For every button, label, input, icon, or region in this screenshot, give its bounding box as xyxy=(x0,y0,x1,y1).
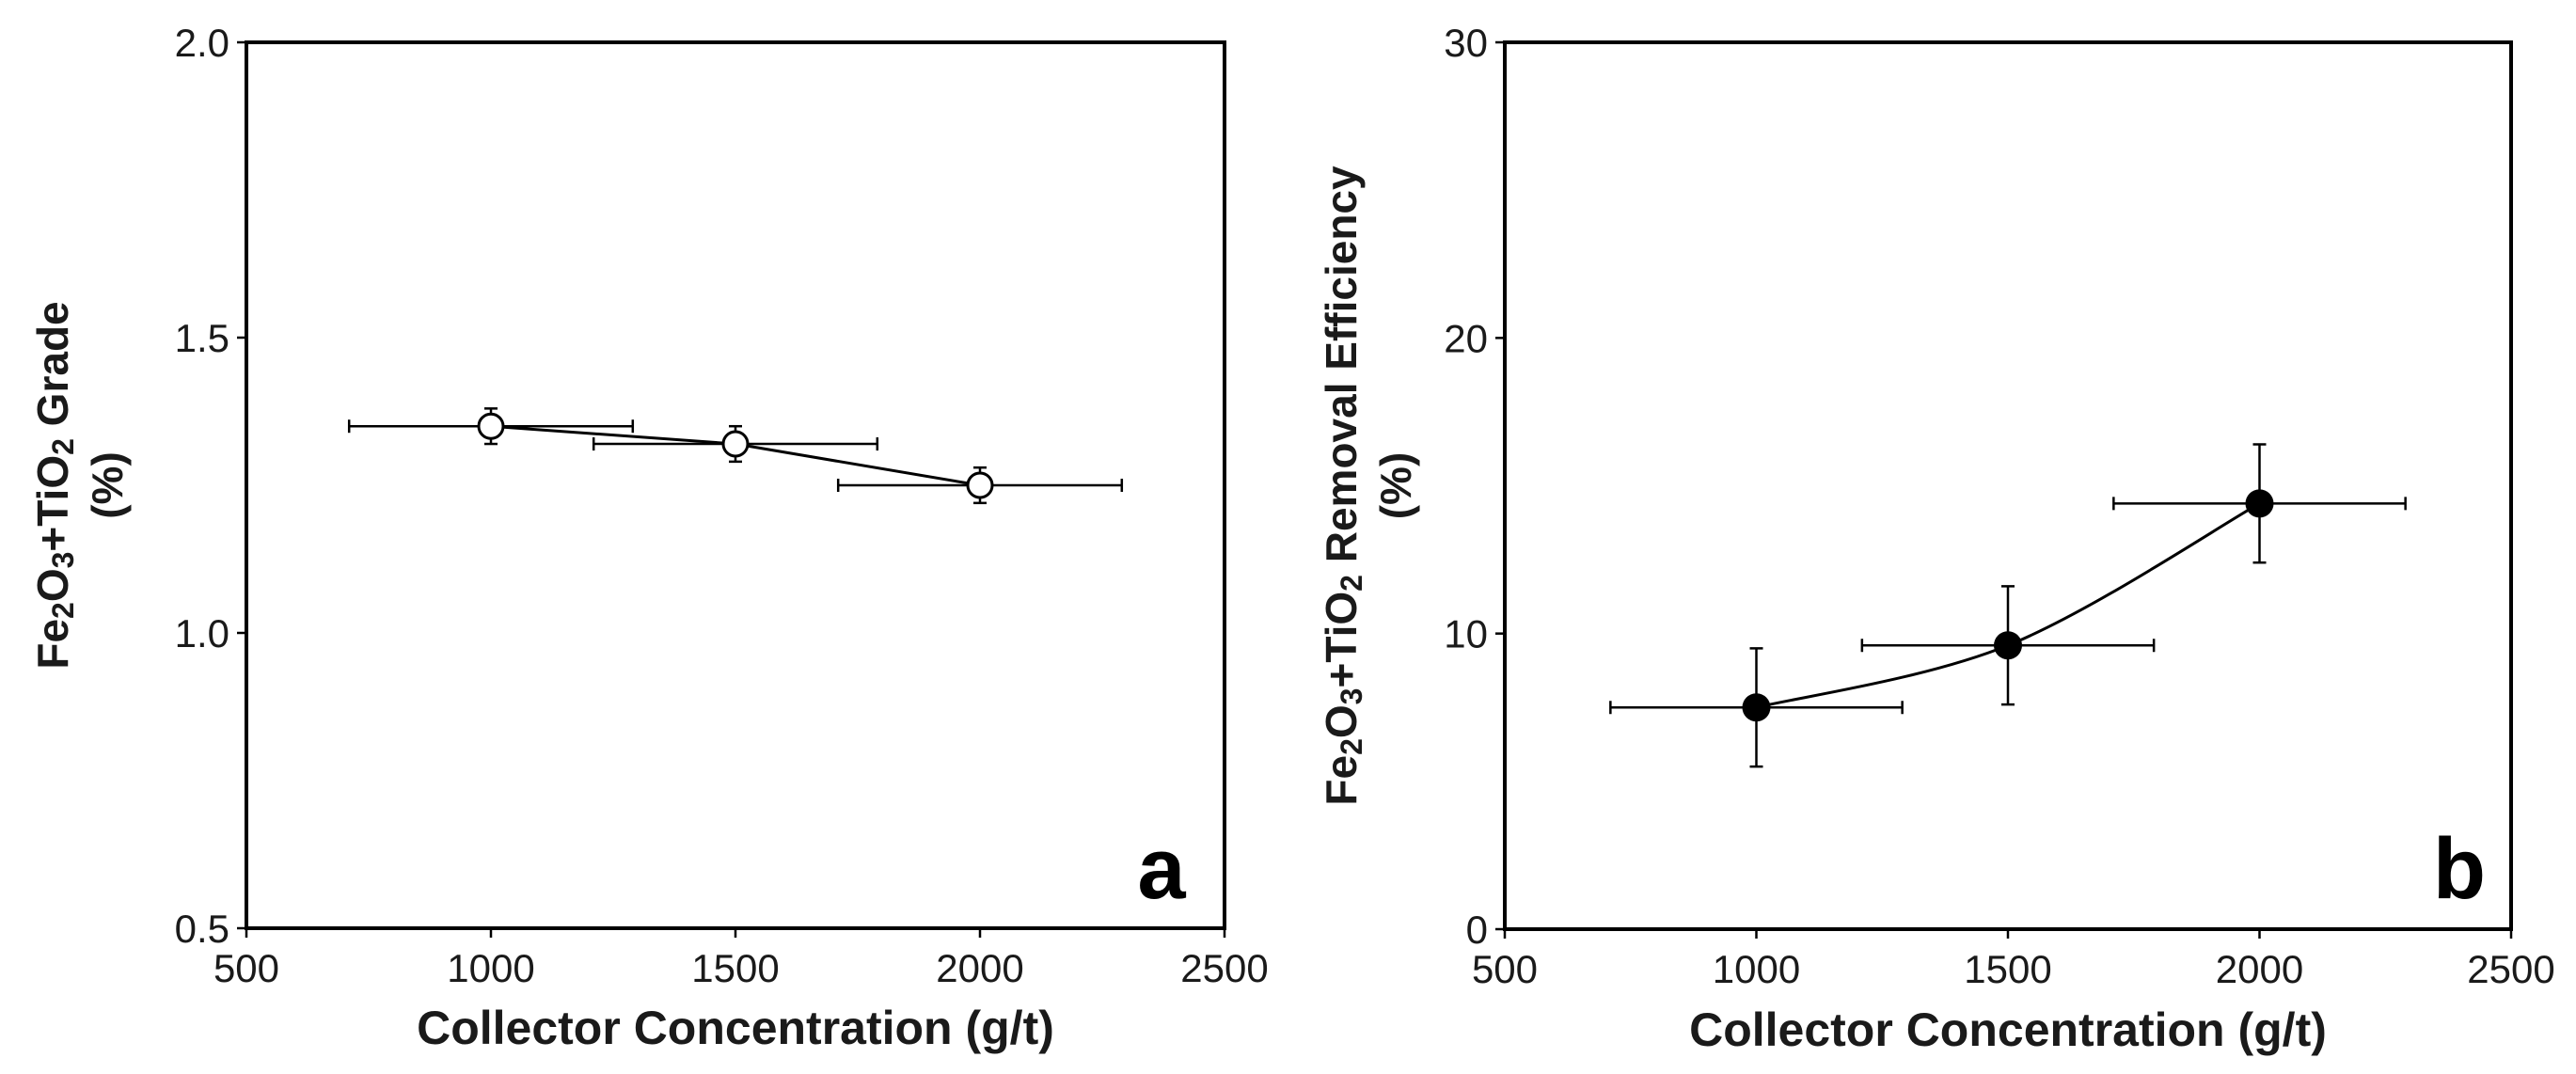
y-tick-label: 0 xyxy=(1466,908,1488,952)
x-tick-label: 2500 xyxy=(1180,946,1268,990)
y-tick-label: 10 xyxy=(1444,612,1488,656)
data-point xyxy=(1742,693,1771,722)
x-tick-label: 2000 xyxy=(2216,947,2303,991)
chart-b-error-bars xyxy=(1609,443,2407,768)
chart-b-panel-letter: b xyxy=(2433,821,2486,917)
data-point xyxy=(477,412,505,440)
data-point xyxy=(2245,489,2274,518)
chart-a-points xyxy=(477,412,994,499)
y-tick-label: 1.0 xyxy=(175,611,229,655)
chart-a-ticks: 500 1000 1500 2000 2500 0.5 1.0 1.5 2.0 xyxy=(175,21,1269,990)
chart-a-x-axis-title: Collector Concentration (g/t) xyxy=(417,1002,1054,1054)
x-tick-label: 1000 xyxy=(1713,947,1800,991)
chart-a-panel-letter: a xyxy=(1137,821,1186,917)
chart-a-y-axis-title-line1: Fe2O3+TiO2 Grade xyxy=(28,301,80,669)
chart-b-y-axis-title-line2: (%) xyxy=(1371,452,1420,520)
y-tick-label: 1.5 xyxy=(175,316,229,360)
x-tick-label: 500 xyxy=(1472,947,1538,991)
chart-b-y-axis-title-line1: Fe2O3+TiO2 Removal Efficiency xyxy=(1317,166,1368,806)
chart-a-y-axis-title: Fe2O3+TiO2 Grade (%) xyxy=(28,301,132,669)
y-tick-label: 20 xyxy=(1444,316,1488,360)
data-point xyxy=(721,430,750,458)
y-tick-label: 2.0 xyxy=(175,21,229,65)
x-tick-label: 1000 xyxy=(447,946,534,990)
x-tick-label: 1500 xyxy=(1964,947,2051,991)
chart-a-y-axis-title-line2: (%) xyxy=(83,451,132,519)
chart-b-x-axis-title: Collector Concentration (g/t) xyxy=(1689,1003,2327,1056)
y-tick-label: 0.5 xyxy=(175,907,229,951)
x-tick-label: 1500 xyxy=(691,946,779,990)
chart-b: 500 1000 1500 2000 2500 0 10 20 30 b Collector C… xyxy=(1317,21,2555,1056)
x-tick-label: 2000 xyxy=(936,946,1023,990)
data-point xyxy=(1994,631,2022,660)
x-tick-label: 500 xyxy=(213,946,279,990)
chart-b-plot-frame xyxy=(1503,40,2513,931)
chart-a-plot-frame xyxy=(245,40,1226,930)
y-tick-label: 30 xyxy=(1444,21,1488,65)
chart-a: 500 1000 1500 2000 2500 0.5 1.0 1.5 2.0 a Collec… xyxy=(28,21,1269,1054)
chart-b-points xyxy=(1742,489,2274,722)
data-point xyxy=(966,471,994,499)
x-tick-label: 2500 xyxy=(2467,947,2554,991)
chart-b-y-axis-title: Fe2O3+TiO2 Removal Efficiency (%) xyxy=(1317,166,1420,806)
chart-b-ticks: 500 1000 1500 2000 2500 0 10 20 30 xyxy=(1444,21,2554,991)
